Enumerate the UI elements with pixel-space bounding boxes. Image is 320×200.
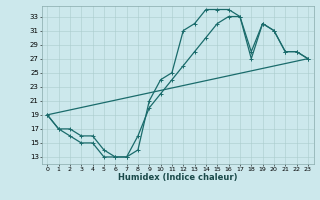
X-axis label: Humidex (Indice chaleur): Humidex (Indice chaleur)	[118, 173, 237, 182]
